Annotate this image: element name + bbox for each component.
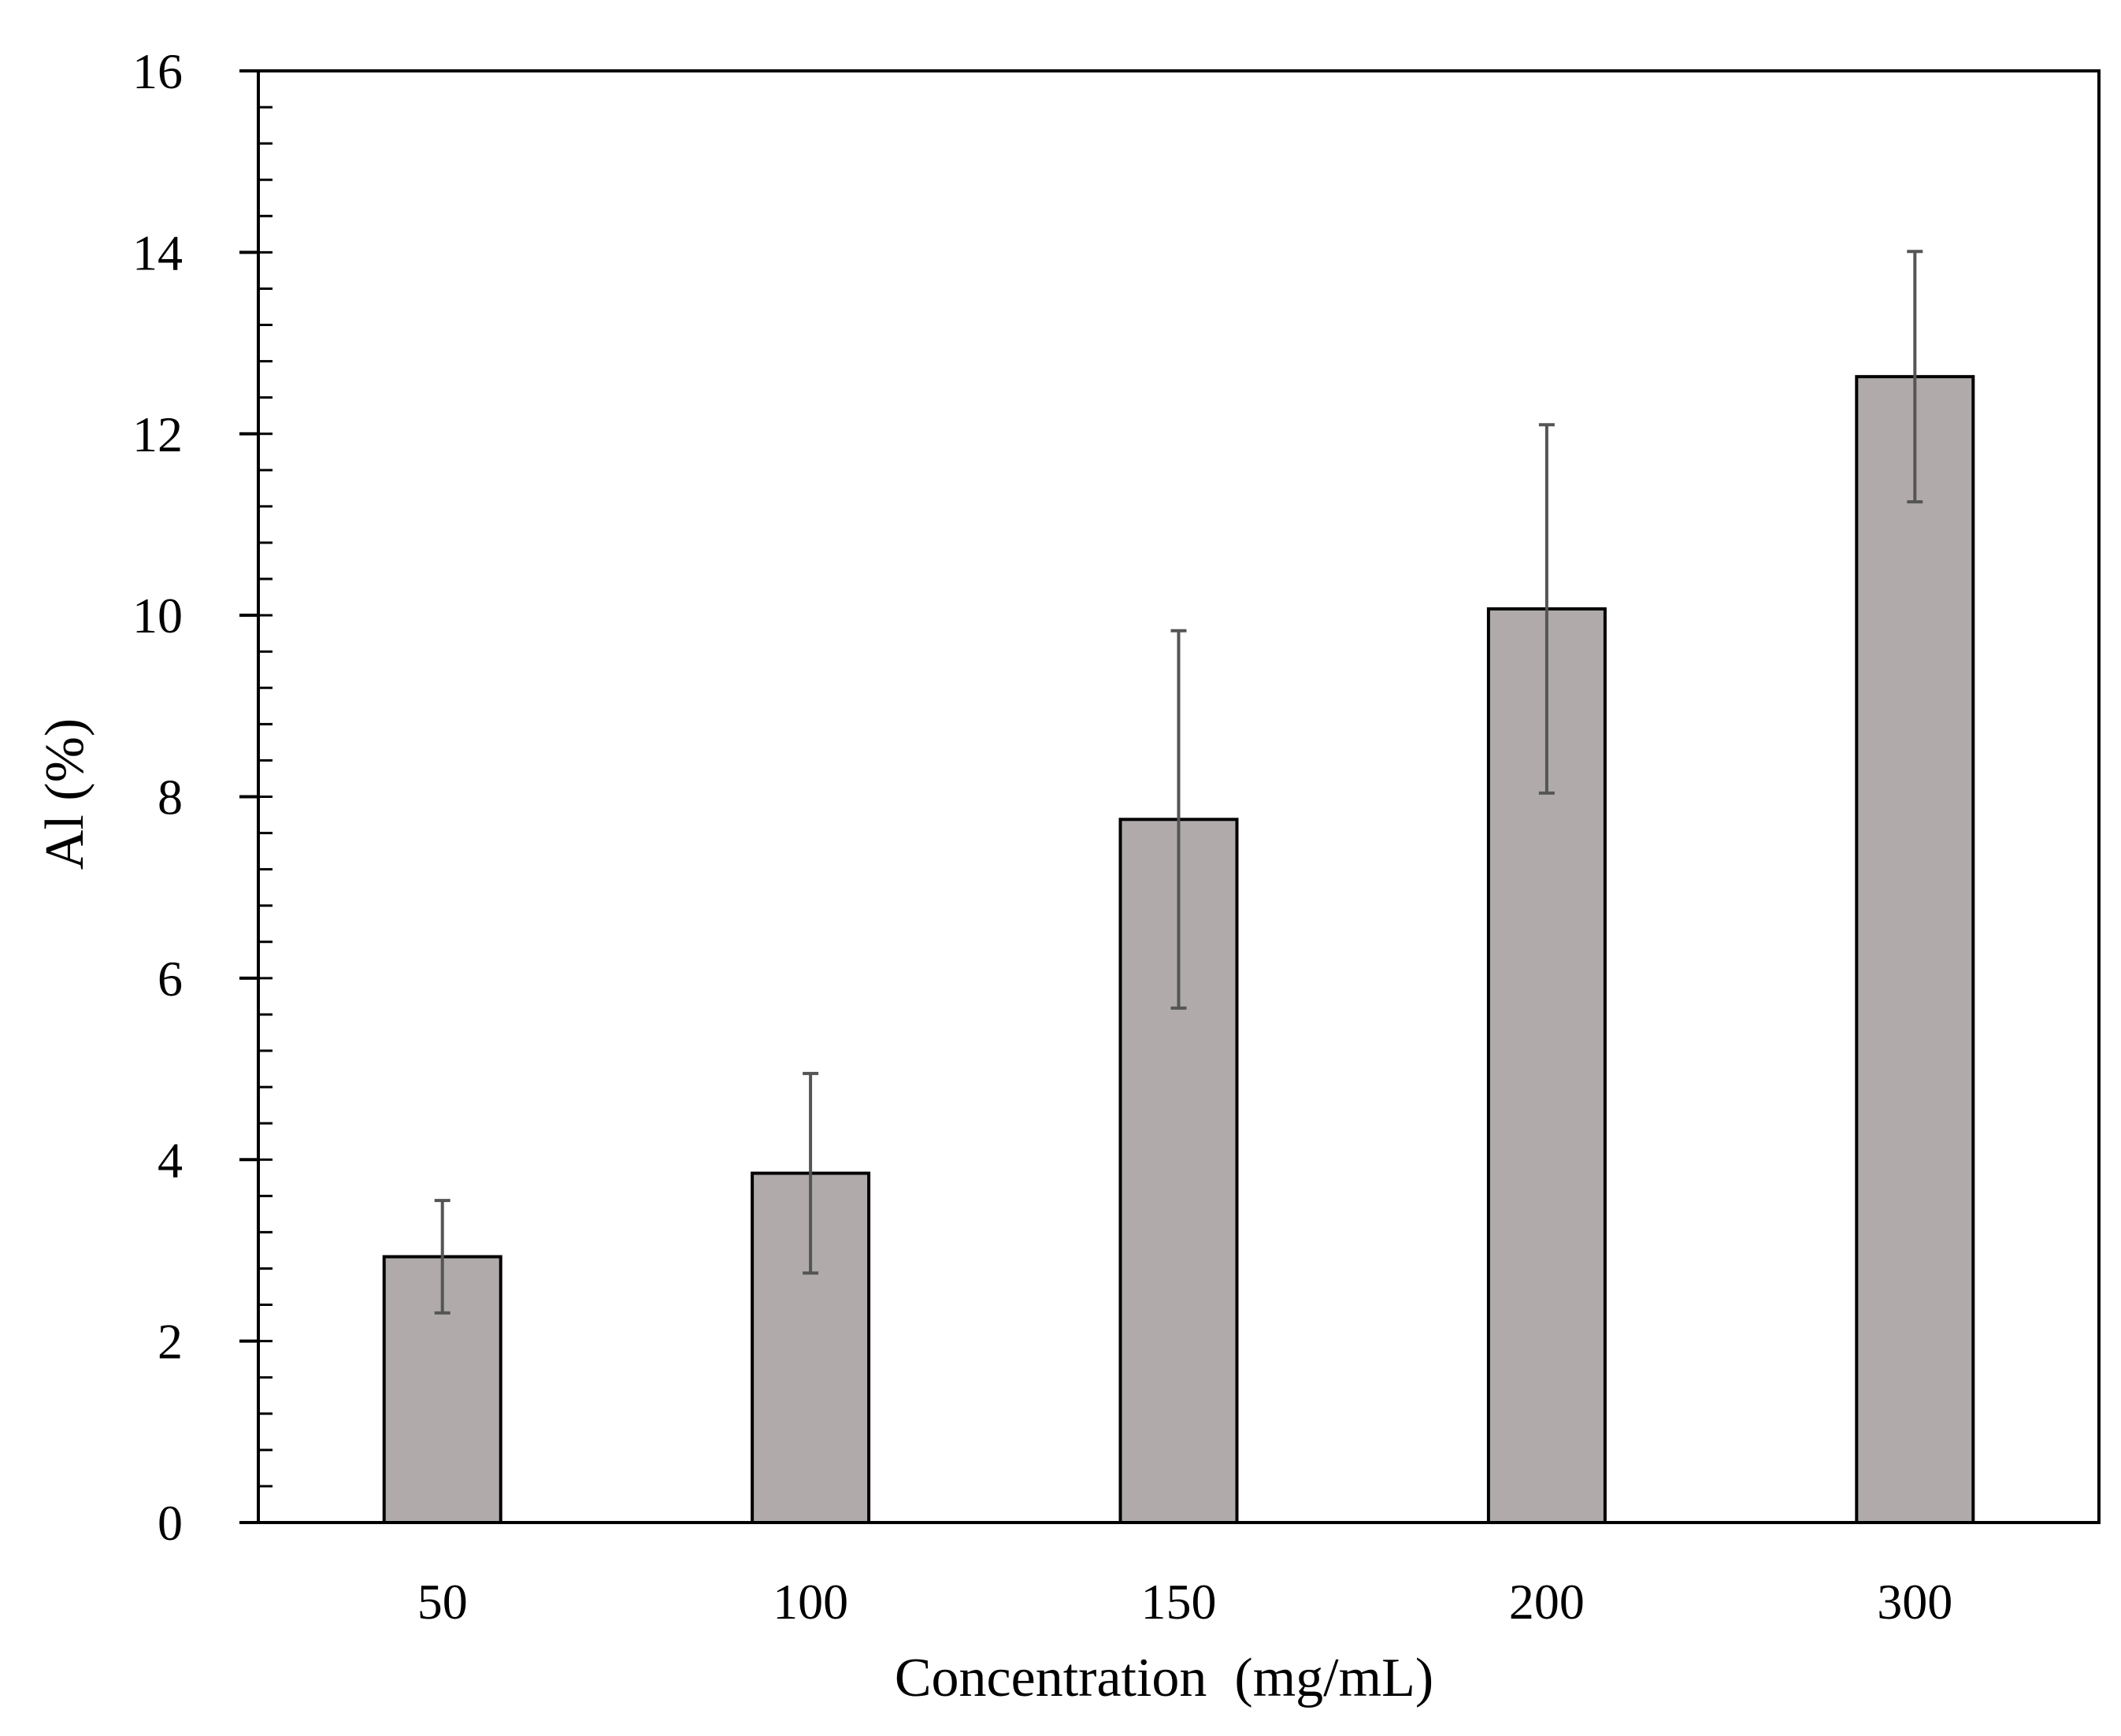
y-tick-label-6: 6	[158, 951, 183, 1007]
error-bar-300	[1907, 250, 1923, 504]
x-tick-label-50: 50	[417, 1574, 468, 1630]
error-bar-150	[1170, 629, 1187, 1010]
y-tick-label-16: 16	[132, 43, 183, 99]
y-tick-label-0: 0	[158, 1495, 183, 1551]
error-bar-100	[803, 1071, 819, 1275]
x-tick-label-300: 300	[1877, 1574, 1952, 1630]
y-tick-label-2: 2	[158, 1314, 183, 1370]
y-tick-label-8: 8	[158, 770, 183, 825]
y-tick-label-14: 14	[132, 224, 183, 280]
x-axis-title: Concentration (mg/mL)	[895, 1648, 1433, 1708]
y-tick-label-4: 4	[158, 1132, 183, 1188]
y-axis-title: Al (%)	[35, 718, 95, 870]
x-tick-label-100: 100	[773, 1574, 848, 1630]
bar-300	[1855, 375, 1975, 1524]
y-tick-label-12: 12	[132, 406, 183, 462]
error-bars-layer	[434, 250, 1923, 1315]
error-bar-50	[434, 1199, 451, 1315]
axes-layer	[239, 69, 2101, 1524]
x-tick-label-150: 150	[1141, 1574, 1217, 1630]
tick-labels-layer: 50 100 150 200 300 0 2 4 6 8 10 12 14 16	[132, 43, 1952, 1630]
x-tick-label-200: 200	[1509, 1574, 1585, 1630]
error-bar-200	[1538, 423, 1555, 795]
y-tick-label-10: 10	[132, 588, 183, 644]
